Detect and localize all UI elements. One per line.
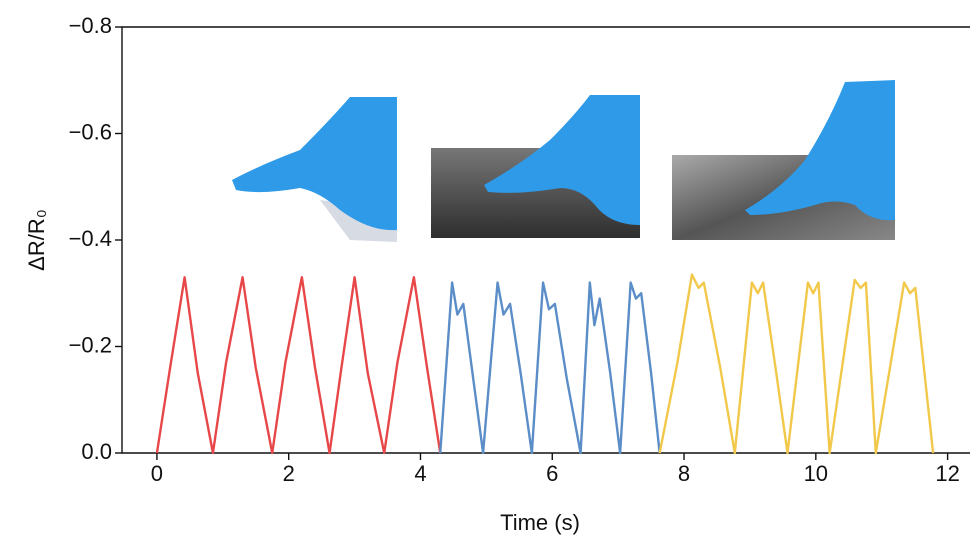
- data-line: [439, 281, 661, 455]
- y-tick-label: −0.6: [69, 119, 112, 144]
- photo-inset: [672, 80, 895, 240]
- x-tick-label: 0: [151, 461, 163, 486]
- y-tick-label: −0.2: [69, 332, 112, 357]
- y-tick-label: −0.4: [69, 226, 112, 251]
- x-tick-label: 10: [804, 461, 828, 486]
- y-axis-label: ΔR/R₀: [24, 209, 49, 271]
- photo-inset: [431, 95, 640, 238]
- x-axis-label: Time (s): [500, 510, 580, 535]
- photo-inset: [160, 95, 397, 242]
- data-line: [155, 276, 442, 455]
- y-tick-label: 0.0: [81, 439, 112, 464]
- x-tick-label: 6: [546, 461, 558, 486]
- x-tick-label: 4: [414, 461, 426, 486]
- x-tick-label: 2: [283, 461, 295, 486]
- x-tick-label: 12: [935, 461, 959, 486]
- x-tick-label: 8: [678, 461, 690, 486]
- y-tick-label: −0.8: [69, 13, 112, 38]
- data-line: [658, 273, 935, 455]
